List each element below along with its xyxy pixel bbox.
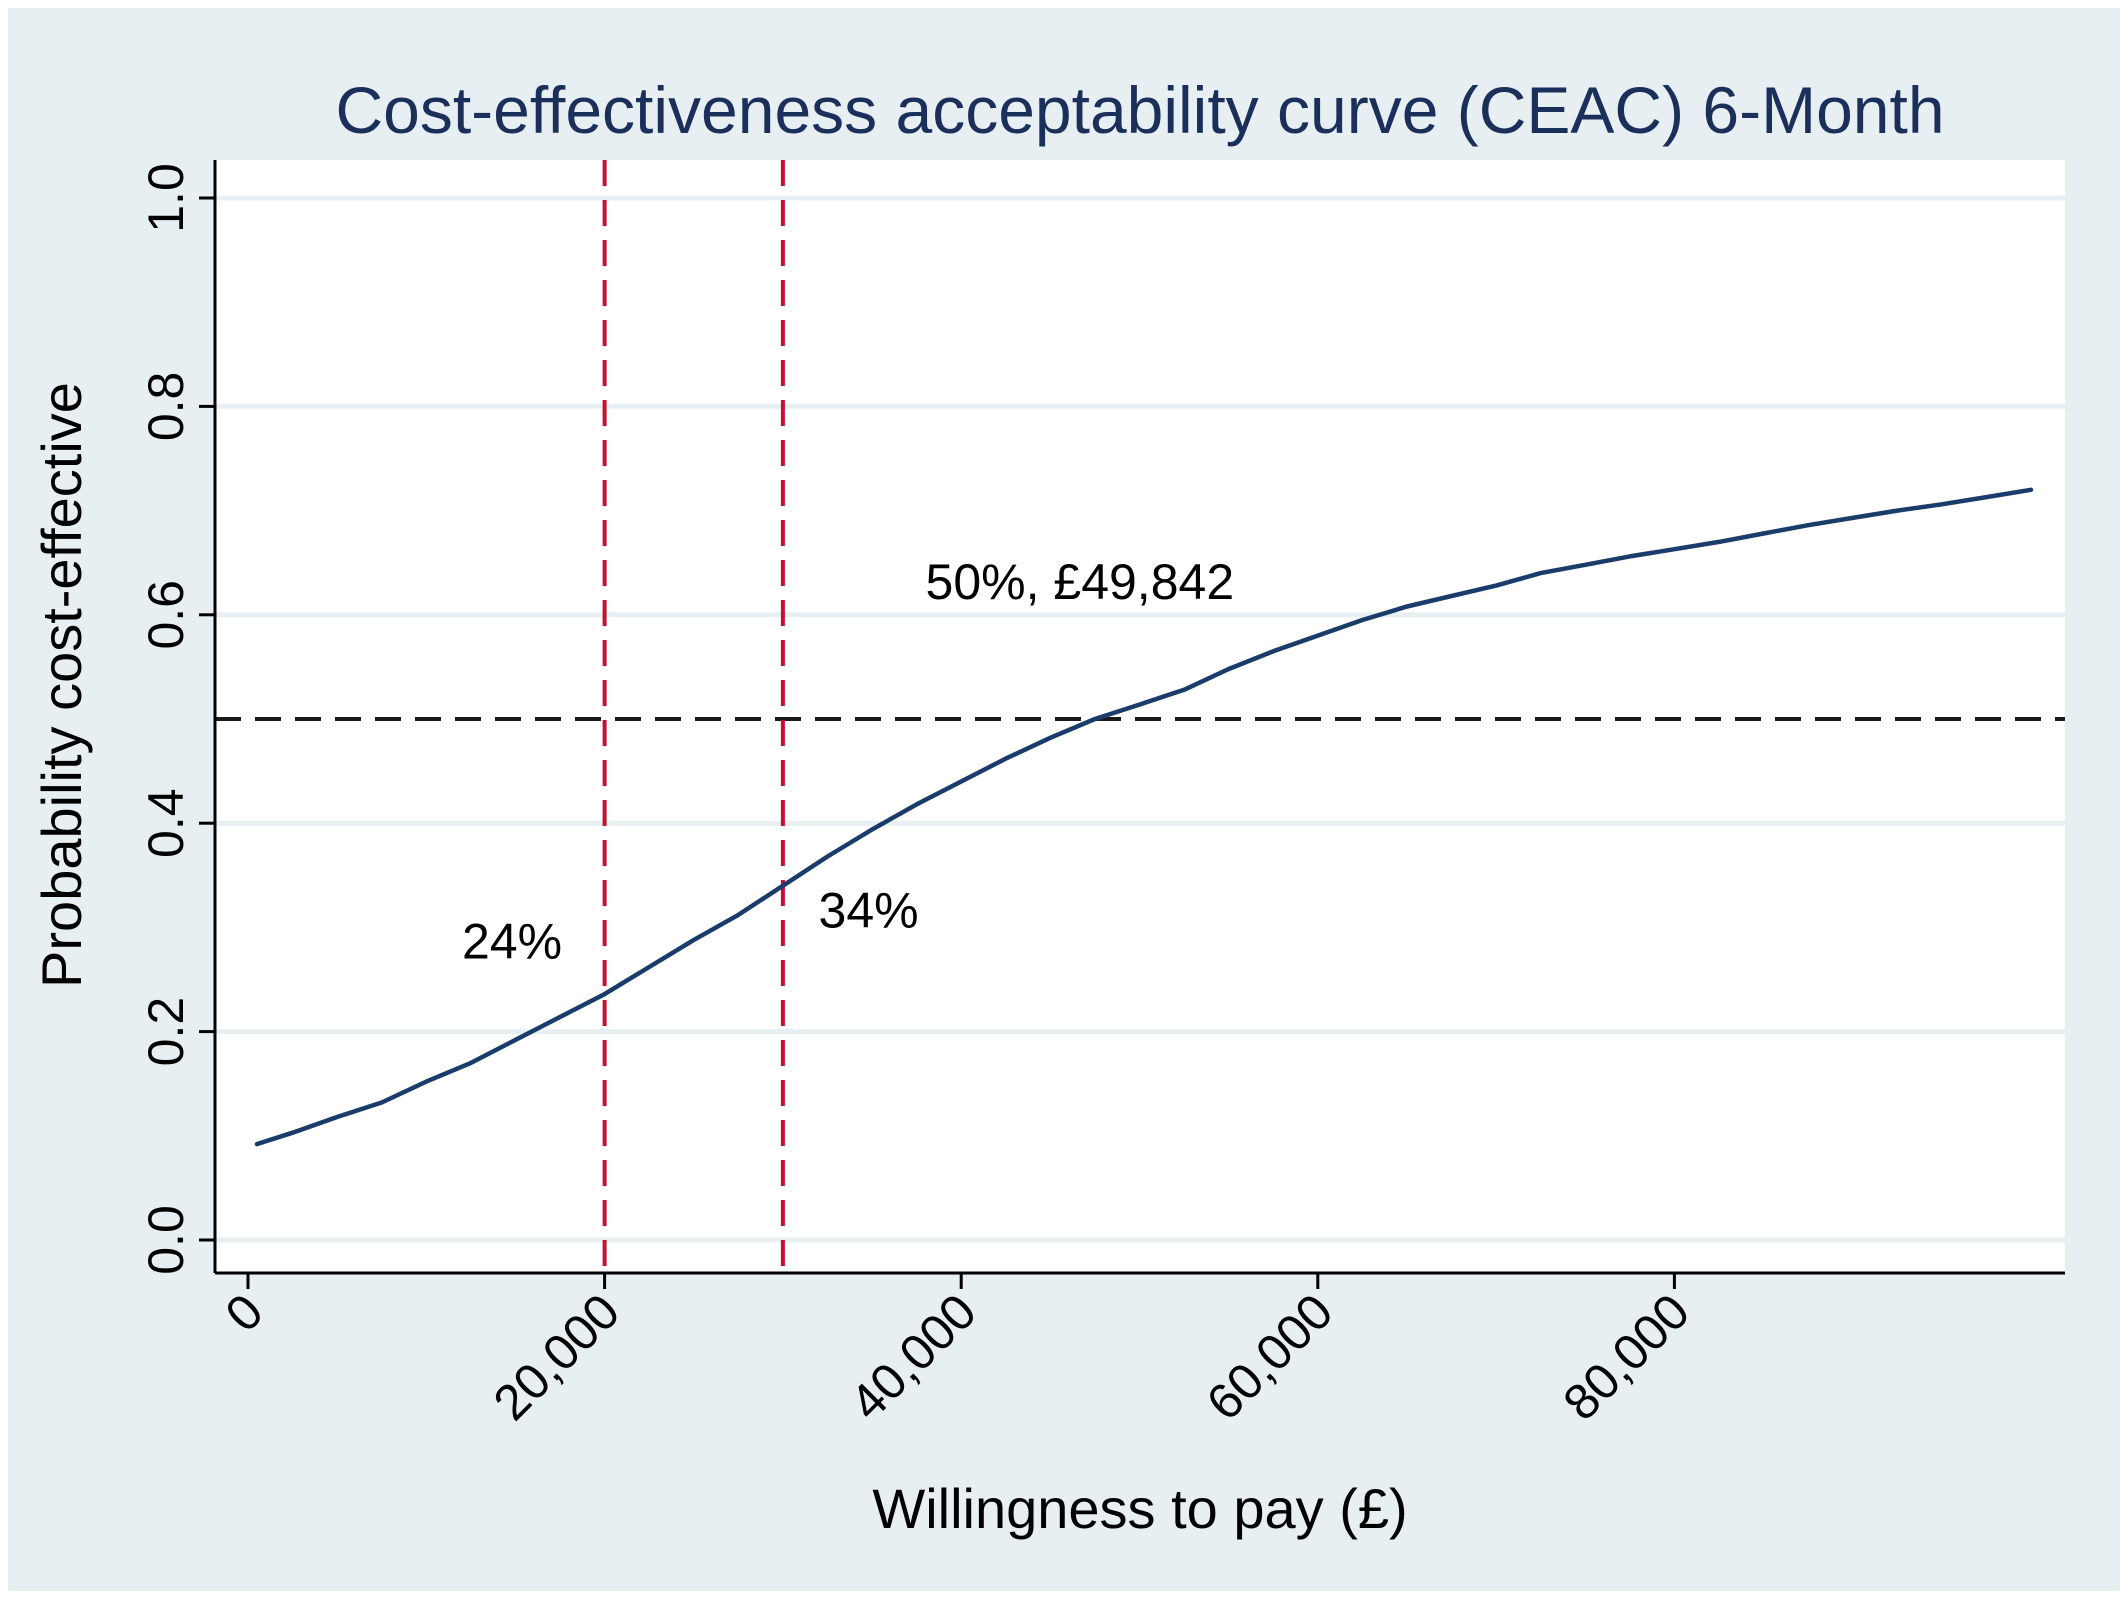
annotation-label: 50%, £49,842 (926, 554, 1235, 610)
plot-area (215, 160, 2065, 1273)
series-line (254, 487, 2034, 1147)
reference-lines (215, 160, 2065, 1273)
y-axis-label: Probability cost-effective (30, 382, 93, 988)
annotation-label: 24% (462, 914, 562, 970)
grid-lines (215, 195, 2065, 1243)
x-axis-label: Willingness to pay (£) (872, 1477, 1407, 1540)
series-layer (254, 487, 2034, 1147)
annotations: 24% 34% 50%, £49,842 (462, 554, 1234, 969)
y-tick-label: 0.4 (138, 788, 194, 858)
annotation-label: 34% (819, 882, 919, 938)
y-tick-label: 0.0 (138, 1205, 194, 1275)
chart-title: Cost-effectiveness acceptability curve (… (335, 73, 1944, 147)
y-tick-label: 0.2 (138, 997, 194, 1067)
y-tick-label: 1.0 (138, 163, 194, 233)
y-tick-label: 0.6 (138, 580, 194, 650)
y-tick-label: 0.8 (138, 372, 194, 442)
axes (199, 160, 2065, 1289)
